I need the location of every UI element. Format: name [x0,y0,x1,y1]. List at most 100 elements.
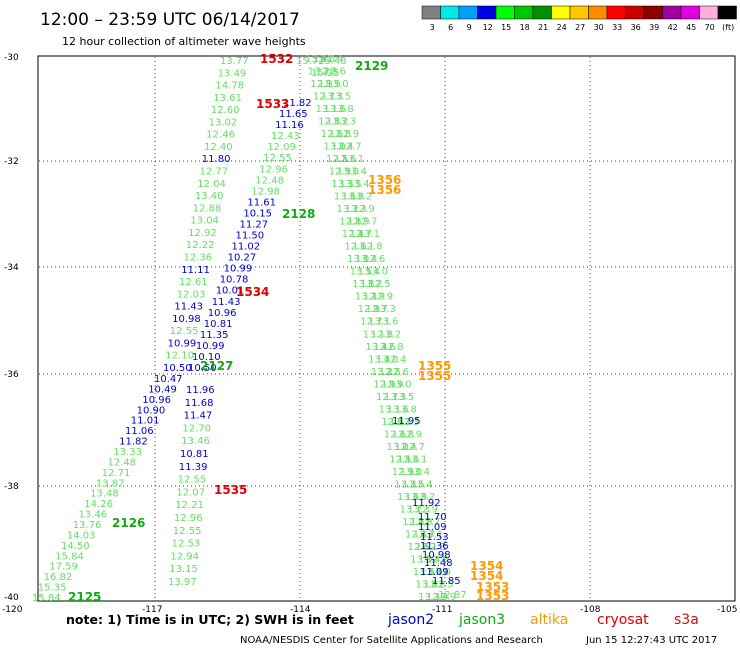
wave-height-label: 10.49 [148,384,177,395]
color-scale-bar: 3 6 9 12 15 18 21 24 27 30 33 36 39 42 45 70 (ft) [421,5,737,32]
wave-height-label: 13.0 [387,442,409,453]
wave-height-label: 12.92 [188,228,217,239]
wave-height-label: 10.99 [168,338,197,349]
color-scale-label: (ft) [722,23,734,32]
wave-height-label: 12.55 [263,153,292,164]
wave-height-label: 13.2 [423,580,445,591]
wave-height-label: 12.10 [165,351,194,362]
color-swatch [588,5,608,20]
wave-height-label: 10.96 [142,395,171,406]
color-swatch [680,5,700,20]
wave-height-label: 12.9 [373,379,395,390]
wave-height-label: 12.43 [271,131,300,142]
wave-height-label: 12.5 [326,154,348,165]
wave-height-label: 13.1 [316,104,338,115]
wave-height-label: 13.4 [410,479,432,490]
wave-height-label: 12.9 [363,292,385,303]
wave-height-label: 11.82 [283,98,312,109]
pass-label: 1354 [470,569,503,583]
wave-height-label: 12.8 [371,329,393,340]
wave-height-label: 14.03 [67,530,96,541]
wave-height-label: 12.5 [389,454,411,465]
wave-height-label: 13.3 [397,417,419,428]
color-scale-label: 30 [594,23,604,32]
wave-height-label: 11.27 [240,220,269,231]
wave-height-label: 10.98 [422,550,451,561]
wave-height-label: 12.88 [193,203,222,214]
wave-height-label: 13.0 [323,142,345,153]
color-swatch [643,5,663,20]
wave-height-label: 12.7 [418,517,440,528]
wave-height-label: 12.6 [397,454,419,465]
wave-height-label: 13.1 [379,404,401,415]
wave-height-label: 10.50 [163,363,192,374]
wave-height-label: 12.4 [395,442,417,453]
wave-height-label: 11.43 [174,302,203,313]
pass-label: 1534 [236,285,269,299]
wave-height-label: 12.9 [410,517,432,528]
color-swatch [532,5,552,20]
wave-height-label: 13.3 [321,92,343,103]
wave-height-label: 11.53 [420,532,449,543]
wave-height-label: 17.59 [49,562,78,573]
color-swatch [625,5,645,20]
wave-height-label: 10.47 [154,374,183,385]
pass-label: 1353 [476,589,509,603]
wave-height-label: 12.07 [176,487,205,498]
wave-height-label: 10.50 [188,363,217,374]
wave-height-label: 12.7 [413,529,435,540]
wave-height-label: 12.36 [184,253,213,264]
pass-label: 1532 [260,52,293,66]
wave-height-label: 13.1 [405,454,427,465]
color-scale-label: 45 [686,23,696,32]
color-scale-label: 33 [612,23,622,32]
lon-label: -108 [580,605,601,615]
wave-height-label: 16.82 [44,572,73,583]
wave-height-label: 12.9 [347,217,369,228]
wave-height-label: 12.9 [392,467,414,478]
wave-height-label: 13.2 [389,417,411,428]
color-scale-label: 15 [501,23,511,32]
wave-height-label: 13.1 [416,542,438,553]
wave-height-label: 11.48 [424,558,453,569]
wave-height-label: 13.3 [418,592,440,603]
wave-height-label: 12.87 [438,590,467,601]
wave-height-label: 11.85 [432,576,461,587]
wave-height-label: 13.4 [408,467,430,478]
wave-height-label: 12.48 [255,175,284,186]
wave-height-label: 13.1 [352,242,374,253]
wave-height-label: 13.6 [324,104,346,115]
wave-height-label: 10.01 [216,286,245,297]
wave-height-label: 13.2 [308,67,330,78]
wave-height-label: 12.9 [318,79,340,90]
wave-height-label: 13.49 [218,68,247,79]
color-scale-label: 24 [557,23,567,32]
wave-height-label: 13.0 [389,379,411,390]
plot-frame [37,55,736,602]
wave-height-label: 11.47 [184,411,213,422]
wave-height-label: 13.0 [376,354,398,365]
color-scale-label: 39 [649,23,659,32]
wave-height-label: 12.9 [329,167,351,178]
wave-height-label: 13.3 [334,117,356,128]
wave-height-label: 12.77 [200,167,229,178]
color-scale-label: 18 [520,23,530,32]
wave-height-label: 12.96 [174,513,203,524]
color-swatch [495,5,515,20]
color-scale-label: 27 [575,23,585,32]
legend-s3a: s3a [674,612,699,628]
wave-height-label: 13.3 [394,479,416,490]
color-swatch [514,5,534,20]
wave-height-label: 11.02 [232,242,261,253]
wave-height-label: 13.6 [376,317,398,328]
wave-height-label: 11.50 [236,231,265,242]
wave-height-label: 12.8 [402,517,424,528]
pass-label: 1356 [368,183,401,197]
wave-height-label: 12.55 [178,475,207,486]
wave-height-label: 13.46 [181,436,210,447]
wave-height-label: 13.3 [408,504,430,515]
wave-height-label: 13.5 [413,567,435,578]
wave-height-label: 12.8 [329,129,351,140]
pass-label: 2127 [200,359,233,373]
